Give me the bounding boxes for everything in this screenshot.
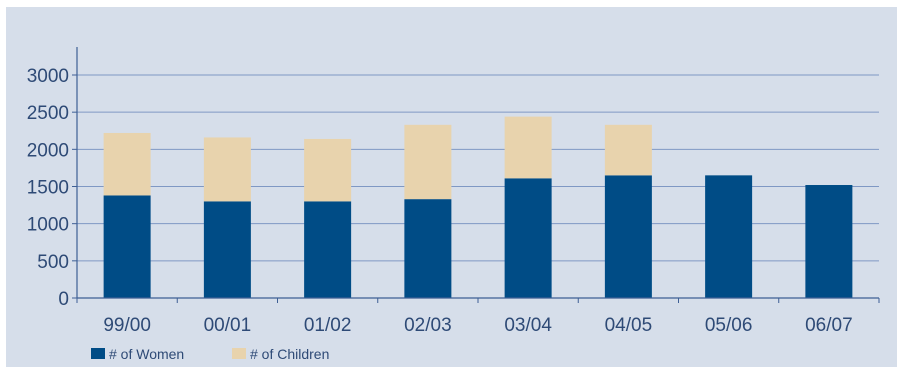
- y-tick-label: 1500: [27, 178, 69, 199]
- y-tick-label: 0: [58, 289, 69, 310]
- x-tick-label: 00/01: [204, 315, 252, 336]
- bar-children: [103, 132, 151, 196]
- bar-women: [203, 201, 251, 298]
- y-tick-label: 500: [37, 252, 69, 273]
- bar-women: [404, 199, 452, 298]
- legend: # of Women # of Children: [91, 346, 329, 362]
- legend-label: # of Children: [250, 346, 329, 362]
- bar-women: [504, 178, 552, 298]
- x-tick-label: 99/00: [103, 315, 151, 336]
- gridlines: [77, 74, 879, 262]
- bar-women: [705, 175, 753, 298]
- y-tick-label: 2500: [27, 103, 69, 124]
- legend-item: # of Women: [91, 346, 184, 362]
- x-tick-label: 06/07: [805, 315, 853, 336]
- bar-children: [203, 137, 251, 202]
- x-tick-label: 01/02: [304, 315, 352, 336]
- x-tick-label: 02/03: [404, 315, 452, 336]
- bar-children: [604, 124, 652, 176]
- x-tick-label: 05/06: [705, 315, 753, 336]
- bars: [103, 116, 853, 298]
- bar-children: [404, 124, 452, 200]
- legend-swatch: [91, 348, 105, 359]
- legend-label: # of Women: [109, 346, 184, 362]
- y-tick-label: 1000: [27, 215, 69, 236]
- axes: [72, 47, 880, 303]
- bar-children: [304, 138, 352, 202]
- y-tick-label: 2000: [27, 140, 69, 161]
- y-tick-label: 3000: [27, 66, 69, 87]
- bar-women: [103, 195, 151, 298]
- y-tick-labels: 0 500 1000 1500 2000 2500 3000: [27, 66, 69, 310]
- x-tick-label: 03/04: [504, 315, 552, 336]
- bar-women: [304, 201, 352, 298]
- legend-swatch: [232, 348, 246, 359]
- x-tick-label: 04/05: [605, 315, 653, 336]
- legend-item: # of Children: [232, 346, 329, 362]
- x-tick-labels: 99/00 00/01 01/02 02/03 03/04 04/05 05/06 06/07: [103, 315, 852, 336]
- bar-children: [504, 116, 552, 179]
- bar-women: [604, 175, 652, 298]
- bar-women: [805, 185, 853, 298]
